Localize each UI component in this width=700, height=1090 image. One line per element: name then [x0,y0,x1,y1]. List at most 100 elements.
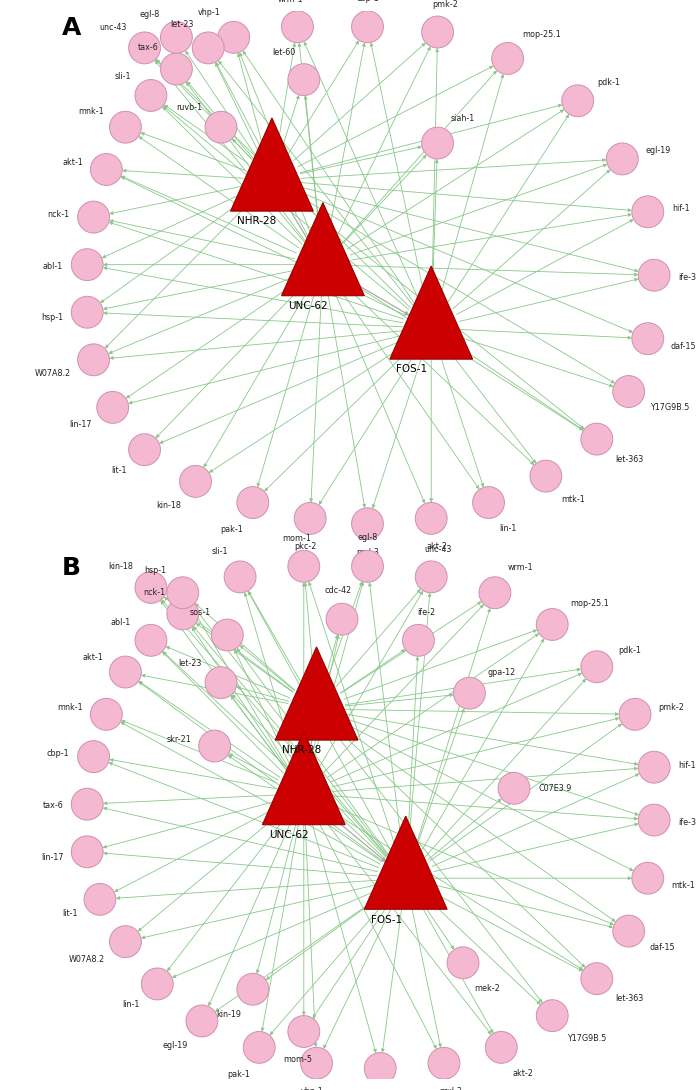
Text: egl-19: egl-19 [162,1041,188,1050]
Text: unc-43: unc-43 [424,545,452,554]
Text: abl-1: abl-1 [43,262,63,270]
Text: nck-1: nck-1 [48,209,69,219]
Ellipse shape [454,677,485,710]
Ellipse shape [71,836,103,868]
Text: gpa-12: gpa-12 [487,668,515,677]
Ellipse shape [180,465,211,497]
Ellipse shape [167,598,199,630]
Text: hsp-1: hsp-1 [144,566,166,576]
Ellipse shape [244,1031,275,1064]
Ellipse shape [218,22,250,53]
Ellipse shape [205,111,237,143]
Text: hif-1: hif-1 [672,204,690,214]
Ellipse shape [193,32,224,64]
Ellipse shape [428,1047,460,1079]
Text: vhp-1: vhp-1 [301,1087,323,1090]
Ellipse shape [288,63,320,96]
Text: pak-1: pak-1 [220,524,243,534]
Text: lin-17: lin-17 [69,420,92,429]
Ellipse shape [294,502,326,534]
Text: let-60: let-60 [272,48,295,57]
Text: mtk-1: mtk-1 [671,881,694,891]
Ellipse shape [288,1016,320,1047]
Ellipse shape [129,434,160,465]
Ellipse shape [421,16,454,48]
Ellipse shape [71,296,103,328]
Ellipse shape [632,323,664,354]
Ellipse shape [536,1000,568,1031]
Text: UNC-62: UNC-62 [269,829,309,840]
Ellipse shape [199,730,230,762]
Text: akt-1: akt-1 [62,158,83,167]
Ellipse shape [237,486,269,519]
Text: lit-1: lit-1 [111,465,127,475]
Ellipse shape [237,973,269,1005]
Text: NHR-28: NHR-28 [281,746,321,755]
Ellipse shape [211,619,244,651]
Ellipse shape [364,1053,396,1085]
Text: B: B [62,556,80,580]
Text: kin-18: kin-18 [108,562,133,571]
Ellipse shape [90,699,122,730]
Text: FOS-1: FOS-1 [396,364,427,375]
Text: sli-1: sli-1 [211,547,228,556]
Text: mxl-3: mxl-3 [439,1087,462,1090]
Ellipse shape [90,154,122,185]
Text: A: A [62,16,81,40]
Text: UNC-62: UNC-62 [288,301,328,311]
Ellipse shape [135,625,167,656]
Text: lin-1: lin-1 [499,524,517,533]
Text: daf-15: daf-15 [671,341,696,351]
Ellipse shape [606,143,638,174]
Ellipse shape [485,1031,517,1064]
Ellipse shape [160,53,193,85]
Text: skr-21: skr-21 [167,735,191,744]
Text: W07A8.2: W07A8.2 [35,368,71,378]
Text: let-363: let-363 [615,455,644,463]
Ellipse shape [135,80,167,111]
Text: pak-1: pak-1 [227,1069,250,1079]
Ellipse shape [632,196,664,228]
Text: cbp-1: cbp-1 [356,0,379,2]
Ellipse shape [160,22,193,53]
Ellipse shape [562,85,594,117]
Ellipse shape [638,751,670,783]
Text: Y17G9B.5: Y17G9B.5 [650,403,690,412]
Ellipse shape [109,656,141,688]
Ellipse shape [71,788,103,820]
Ellipse shape [288,550,320,582]
Ellipse shape [78,741,109,773]
Text: FOS-1: FOS-1 [371,915,402,924]
Text: siah-1: siah-1 [451,113,475,123]
Ellipse shape [351,550,384,582]
Text: NHR-28: NHR-28 [237,217,276,227]
Text: tax-6: tax-6 [42,801,63,810]
Text: C07E3.9: C07E3.9 [538,784,572,792]
Ellipse shape [473,486,505,519]
Text: pmk-2: pmk-2 [659,703,684,713]
Text: vhp-1: vhp-1 [198,8,220,16]
Ellipse shape [421,128,454,159]
Text: ife-2: ife-2 [417,608,435,617]
Text: cbp-1: cbp-1 [47,749,69,759]
Text: mop-25.1: mop-25.1 [522,31,561,39]
Text: pdk-1: pdk-1 [598,77,620,87]
Text: mtk-1: mtk-1 [561,495,584,505]
Text: egl-19: egl-19 [645,146,671,156]
Ellipse shape [351,508,384,540]
Text: egl-8: egl-8 [358,533,377,542]
Text: kin-19: kin-19 [216,1010,241,1019]
Ellipse shape [447,947,479,979]
Ellipse shape [619,699,651,730]
Text: wrm-1: wrm-1 [508,564,533,572]
Text: hif-1: hif-1 [678,761,696,770]
Text: unc-43: unc-43 [99,23,127,32]
Ellipse shape [498,773,530,804]
Ellipse shape [78,343,109,376]
Polygon shape [390,266,472,359]
Text: cdc-42: cdc-42 [325,586,352,595]
Text: sos-1: sos-1 [190,608,211,617]
Polygon shape [364,816,447,909]
Ellipse shape [530,460,562,492]
Ellipse shape [78,202,109,233]
